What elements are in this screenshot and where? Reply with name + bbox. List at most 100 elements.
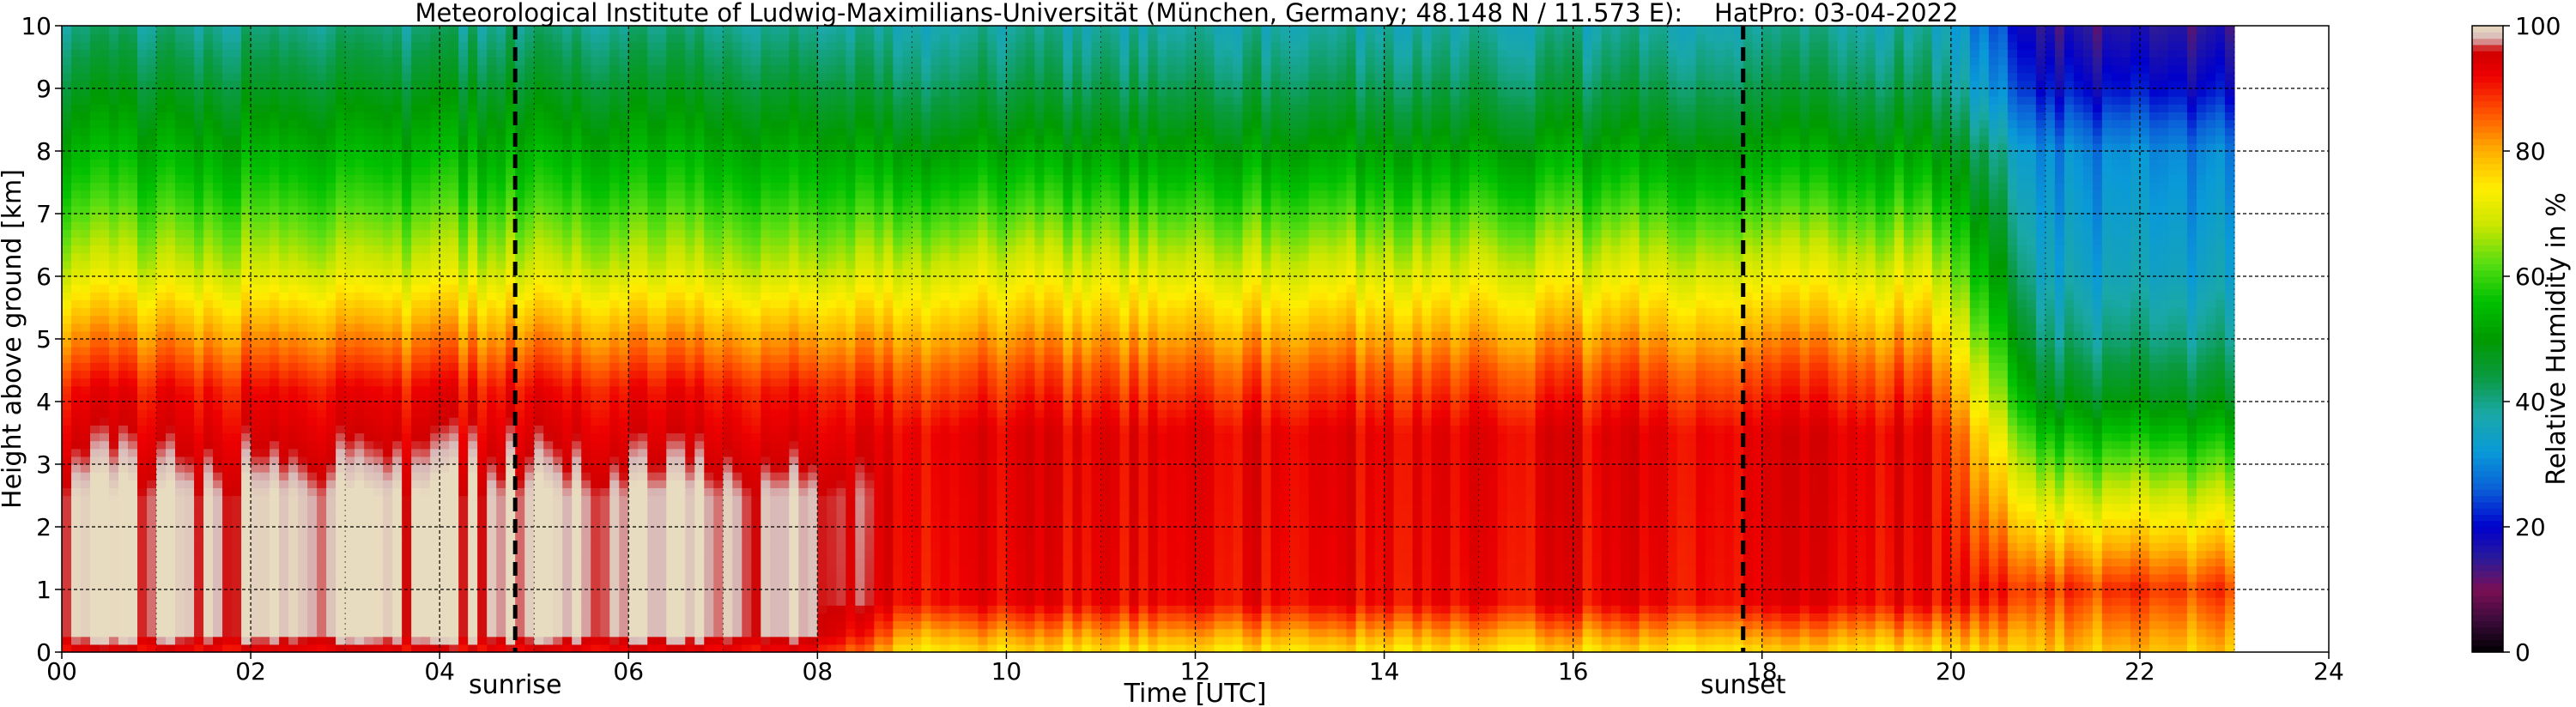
heatmap-cell: [147, 597, 157, 606]
heatmap-cell: [591, 174, 601, 183]
heatmap-cell: [307, 637, 318, 645]
heatmap-cell: [288, 245, 299, 254]
heatmap-cell: [213, 128, 223, 136]
heatmap-cell: [449, 472, 459, 480]
heatmap-cell: [355, 519, 365, 528]
heatmap-cell: [421, 245, 431, 254]
heatmap-cell: [392, 331, 403, 340]
heatmap-cell: [364, 65, 374, 74]
heatmap-cell: [392, 574, 403, 583]
heatmap-cell: [307, 464, 318, 473]
heatmap-cell: [260, 362, 270, 371]
heatmap-cell: [222, 183, 233, 191]
heatmap-cell: [430, 637, 440, 645]
heatmap-cell: [147, 269, 157, 277]
heatmap-cell: [496, 269, 506, 277]
heatmap-cell: [109, 308, 119, 317]
heatmap-cell: [100, 504, 110, 512]
heatmap-cell: [364, 57, 374, 66]
heatmap-cell: [166, 292, 176, 300]
heatmap-cell: [458, 128, 469, 136]
heatmap-cell: [298, 174, 308, 183]
heatmap-cell: [137, 597, 148, 606]
heatmap-cell: [628, 605, 639, 613]
heatmap-cell: [288, 433, 299, 442]
heatmap-cell: [411, 323, 421, 332]
heatmap-cell: [439, 237, 450, 245]
heatmap-cell: [591, 605, 601, 613]
heatmap-cell: [241, 261, 252, 269]
heatmap-cell: [166, 496, 176, 505]
heatmap-cell: [449, 206, 459, 215]
heatmap-cell: [194, 378, 204, 387]
heatmap-cell: [185, 550, 195, 559]
heatmap-cell: [600, 136, 610, 144]
heatmap-cell: [487, 269, 497, 277]
heatmap-cell: [628, 221, 639, 230]
heatmap-cell: [515, 339, 525, 347]
heatmap-cell: [156, 136, 167, 144]
heatmap-cell: [336, 425, 346, 433]
heatmap-cell: [591, 292, 601, 300]
heatmap-cell: [279, 316, 289, 324]
heatmap-cell: [439, 441, 450, 450]
heatmap-cell: [326, 542, 336, 551]
heatmap-cell: [524, 386, 535, 395]
heatmap-cell: [288, 527, 299, 535]
heatmap-cell: [194, 104, 204, 112]
heatmap-cell: [279, 88, 289, 97]
heatmap-cell: [496, 378, 506, 387]
heatmap-cell: [373, 190, 384, 199]
heatmap-cell: [600, 253, 610, 262]
heatmap-cell: [383, 504, 393, 512]
heatmap-cell: [307, 261, 318, 269]
heatmap-cell: [496, 487, 506, 496]
heatmap-cell: [175, 214, 185, 222]
heatmap-cell: [619, 33, 629, 42]
heatmap-cell: [270, 316, 280, 324]
heatmap-cell: [109, 299, 119, 308]
heatmap-cell: [203, 190, 214, 199]
heatmap-cell: [100, 284, 110, 293]
heatmap-cell: [402, 371, 412, 379]
heatmap-cell: [298, 57, 308, 66]
heatmap-cell: [279, 190, 289, 199]
heatmap-cell: [383, 362, 393, 371]
heatmap-cell: [260, 104, 270, 112]
heatmap-cell: [373, 104, 384, 112]
heatmap-cell: [251, 331, 261, 340]
heatmap-cell: [506, 104, 516, 112]
heatmap-cell: [288, 441, 299, 450]
heatmap-cell: [288, 26, 299, 34]
heatmap-cell: [421, 299, 431, 308]
heatmap-cell: [553, 480, 563, 488]
heatmap-cell: [581, 371, 591, 379]
heatmap-cell: [251, 151, 261, 160]
heatmap-cell: [118, 33, 129, 42]
heatmap-cell: [194, 629, 204, 638]
heatmap-cell: [591, 323, 601, 332]
heatmap-cell: [373, 284, 384, 293]
heatmap-cell: [383, 386, 393, 395]
heatmap-cell: [260, 605, 270, 613]
heatmap-cell: [638, 511, 648, 520]
heatmap-cell: [62, 221, 72, 230]
heatmap-cell: [175, 394, 185, 402]
heatmap-cell: [175, 237, 185, 245]
heatmap-cell: [543, 433, 554, 442]
heatmap-cell: [288, 65, 299, 74]
heatmap-cell: [534, 394, 544, 402]
heatmap-cell: [543, 221, 554, 230]
heatmap-cell: [468, 299, 478, 308]
heatmap-cell: [232, 425, 242, 433]
heatmap-cell: [345, 292, 355, 300]
heatmap-cell: [307, 151, 318, 160]
heatmap-cell: [317, 292, 327, 300]
heatmap-cell: [647, 504, 658, 512]
heatmap-cell: [241, 41, 252, 50]
heatmap-cell: [496, 605, 506, 613]
heatmap-cell: [373, 253, 384, 262]
heatmap-cell: [81, 120, 91, 129]
heatmap-cell: [383, 174, 393, 183]
heatmap-cell: [468, 589, 478, 598]
